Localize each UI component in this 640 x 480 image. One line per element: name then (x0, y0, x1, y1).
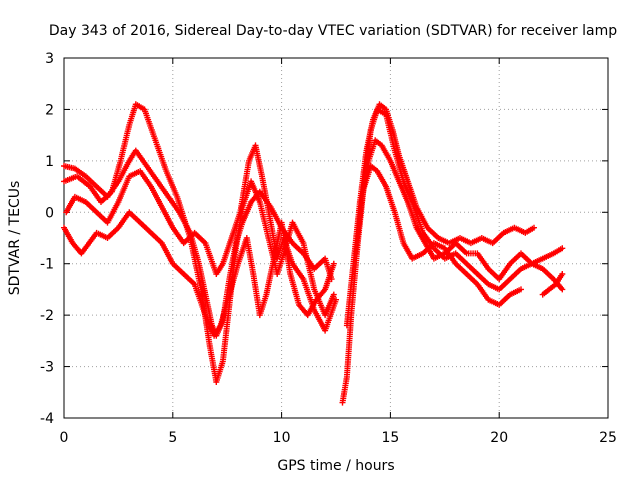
axis-ticks: 0 5 10 15 20 25 -4 -3 -2 -1 0 1 2 3 (40, 51, 617, 446)
data-series (61, 101, 566, 406)
series-8-markers (361, 163, 524, 308)
x-tick-label: 15 (381, 430, 399, 446)
x-tick-label: 25 (599, 430, 617, 446)
y-tick-label: -4 (40, 411, 54, 427)
y-tick-label: 1 (45, 154, 54, 170)
chart-title: Day 343 of 2016, Sidereal Day-to-day VTE… (49, 23, 617, 39)
series-1 (61, 147, 335, 339)
x-tick-label: 20 (490, 430, 508, 446)
series-3 (63, 142, 339, 334)
series-9-markers (539, 271, 566, 298)
x-tick-label: 5 (168, 430, 177, 446)
x-tick-label: 0 (60, 430, 69, 446)
series-4 (61, 209, 337, 339)
series-9 (539, 271, 566, 298)
y-tick-label: -2 (40, 308, 54, 324)
y-axis-label: SDTVAR / TECUs (7, 181, 23, 296)
x-tick-label: 10 (273, 430, 291, 446)
series-3-markers (63, 142, 339, 334)
plot-frame (63, 57, 609, 419)
series-8 (361, 163, 524, 308)
series-4-markers (61, 209, 337, 339)
series-1-markers (61, 147, 335, 339)
y-tick-label: 0 (45, 205, 54, 221)
y-tick-label: 3 (45, 51, 54, 67)
y-tick-label: -1 (40, 257, 54, 273)
y-tick-label: 2 (45, 102, 54, 118)
y-tick-label: -3 (40, 360, 54, 376)
x-axis-label: GPS time / hours (277, 458, 394, 474)
